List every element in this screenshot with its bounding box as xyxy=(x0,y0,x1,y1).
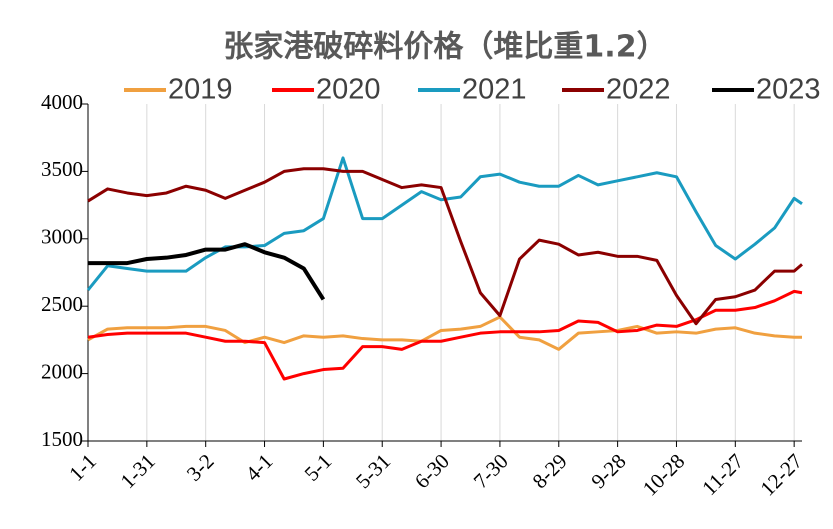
chart-title: 张家港破碎料价格（堆比重1.2） xyxy=(223,30,666,65)
y-tick-label: 2000 xyxy=(41,359,83,383)
y-tick-label: 3500 xyxy=(41,157,83,181)
legend-label: 2021 xyxy=(462,74,527,106)
series-line xyxy=(86,156,803,291)
legend-label: 2023 xyxy=(756,74,821,106)
series-line xyxy=(88,242,326,301)
legend-label: 2020 xyxy=(316,74,381,106)
legend-label: 2022 xyxy=(606,74,671,106)
legend-label: 2019 xyxy=(168,74,233,106)
y-tick-label: 4000 xyxy=(41,90,83,114)
series-line xyxy=(87,167,803,326)
y-tick-label: 1500 xyxy=(41,427,83,451)
y-tick-label: 3000 xyxy=(41,225,83,249)
y-tick-label: 2500 xyxy=(41,292,83,316)
series-line xyxy=(87,315,802,351)
